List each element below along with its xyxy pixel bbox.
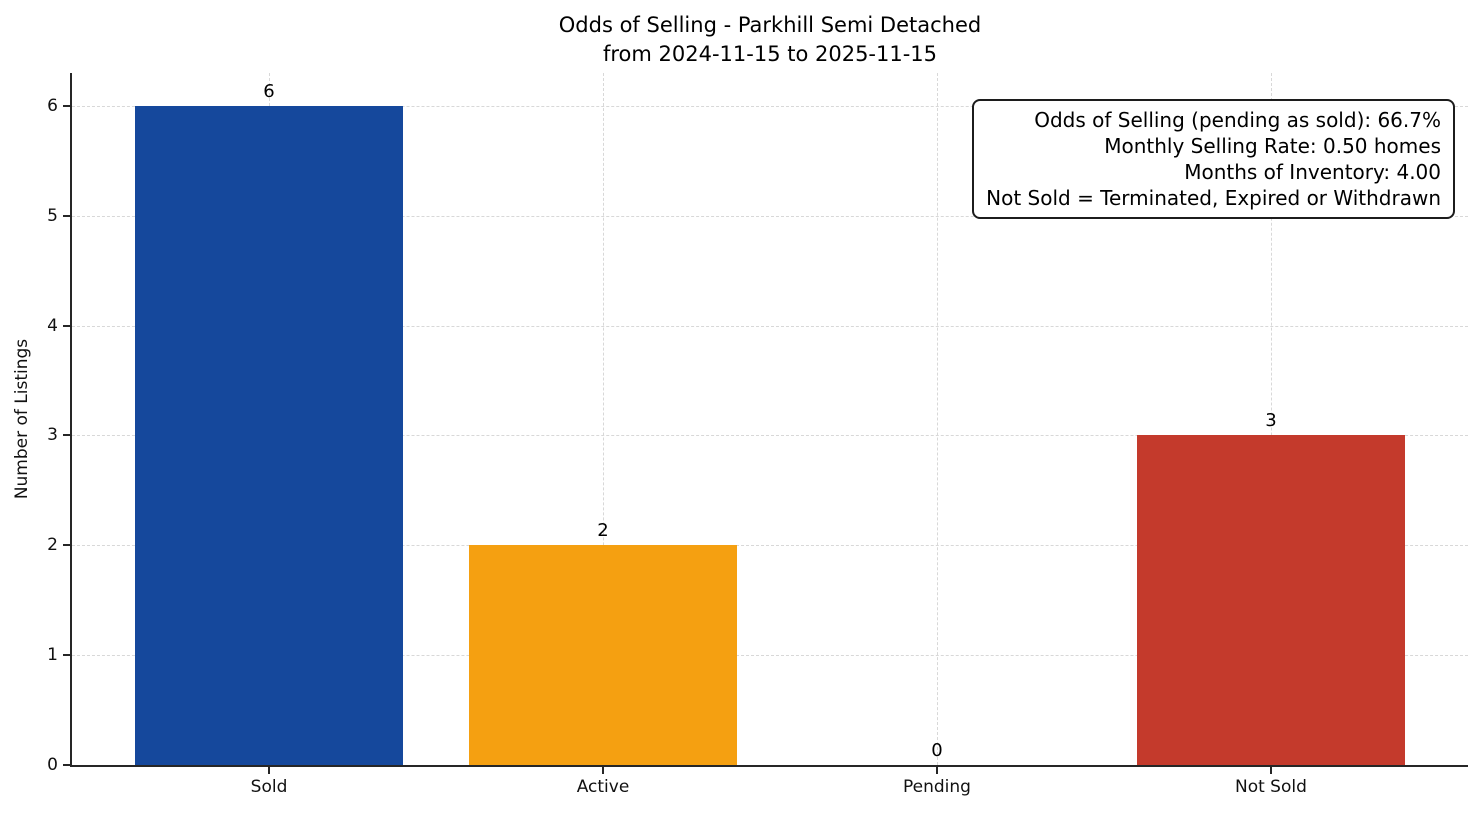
y-tick-mark: [63, 214, 72, 217]
bar-value-label-active: 2: [597, 520, 609, 542]
bar-value-label-sold: 6: [263, 80, 275, 102]
y-tick-mark: [63, 324, 72, 327]
stats-annotation-box: Odds of Selling (pending as sold): 66.7%…: [972, 99, 1455, 219]
y-tick-mark: [63, 434, 72, 437]
x-tick-label-pending: Pending: [903, 777, 971, 797]
annotation-line-monthly-rate: Monthly Selling Rate: 0.50 homes: [1104, 134, 1441, 158]
y-tick-label: 2: [47, 535, 58, 556]
grid-line-horizontal: [72, 325, 1468, 327]
annotation-line-inventory: Months of Inventory: 4.00: [1184, 160, 1441, 184]
x-tick-mark: [1269, 765, 1272, 774]
annotation-line-odds: Odds of Selling (pending as sold): 66.7%: [1034, 108, 1441, 132]
grid-line-horizontal: [72, 655, 1468, 657]
y-tick-label: 4: [47, 315, 58, 336]
bar-not-sold: [1137, 435, 1405, 765]
chart-title-line-2: from 2024-11-15 to 2025-11-15: [602, 42, 938, 66]
y-tick-label: 3: [47, 425, 58, 446]
y-axis-label: Number of Listings: [12, 338, 32, 500]
y-tick-mark: [63, 654, 72, 657]
x-tick-label-sold: Sold: [250, 777, 288, 797]
bar-sold: [135, 105, 403, 765]
grid-line-vertical: [936, 73, 938, 765]
bar-value-label-pending: 0: [931, 740, 943, 761]
x-tick-mark: [935, 765, 938, 774]
plot-area: 0 1 2 3 4 5 6 6 Sold 2 Active 0 Pending 3 Not Sold: [47, 73, 1468, 797]
grid-line-horizontal: [72, 215, 1468, 217]
chart-title-line-1: Odds of Selling - Parkhill Semi Detached: [558, 13, 982, 37]
grid-line-vertical: [1270, 73, 1272, 765]
x-axis-spine: [70, 765, 1468, 767]
chart-title: Odds of Selling - Parkhill Semi Detached…: [72, 11, 1468, 69]
y-tick-mark: [63, 544, 72, 547]
x-tick-mark: [602, 765, 604, 774]
y-tick-mark: [63, 104, 72, 107]
y-tick-label: 6: [47, 95, 58, 116]
y-tick-label: 1: [47, 645, 58, 666]
x-tick-label-active: Active: [576, 777, 630, 797]
grid-line-vertical: [603, 73, 604, 765]
grid-line-horizontal: [72, 545, 1468, 547]
y-tick-label: 0: [47, 755, 58, 775]
x-tick-mark: [268, 765, 271, 774]
bar-active: [469, 545, 737, 765]
grid-line-horizontal: [72, 435, 1468, 437]
grid-line-horizontal: [72, 105, 1468, 107]
bar-value-label-not-sold: 3: [1265, 410, 1277, 432]
y-tick-mark: [63, 764, 72, 766]
y-tick-label: 5: [47, 205, 58, 226]
annotation-line-not-sold-note: Not Sold = Terminated, Expired or Withdr…: [986, 186, 1441, 210]
y-axis-spine: [70, 73, 72, 767]
x-tick-label-not-sold: Not Sold: [1235, 777, 1307, 797]
